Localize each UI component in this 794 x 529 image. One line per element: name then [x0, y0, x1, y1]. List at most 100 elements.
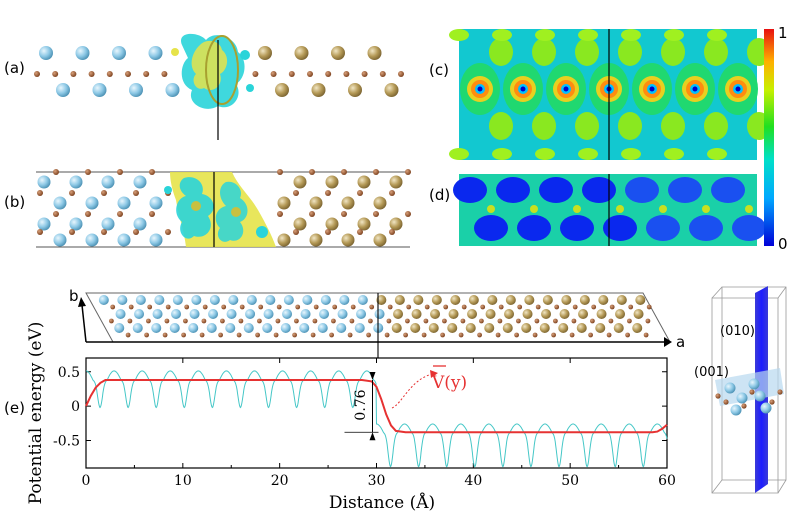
- small-atom: [149, 169, 155, 175]
- colorbar-min-label: 0: [778, 235, 788, 253]
- small-atom: [387, 304, 393, 310]
- small-atom: [275, 318, 281, 324]
- density-hole: [689, 215, 723, 241]
- small-atom: [53, 211, 59, 217]
- small-atom: [101, 229, 107, 235]
- small-atom: [514, 332, 519, 338]
- small-atom: [221, 304, 227, 310]
- small-atom: [553, 318, 558, 324]
- blue-atom: [165, 83, 180, 97]
- gold-atom: [311, 83, 326, 97]
- inset-3d: (010) (001): [694, 286, 787, 494]
- gold-atom: [428, 323, 439, 333]
- gold-atom: [411, 309, 422, 319]
- blue-atom: [169, 323, 180, 333]
- small-atom: [109, 318, 114, 324]
- gold-atom: [502, 323, 513, 333]
- small-atom: [379, 71, 386, 77]
- panel-a: (a): [4, 33, 404, 140]
- small-atom: [147, 304, 153, 310]
- gold-atom: [579, 295, 590, 305]
- blue-atom: [117, 233, 131, 247]
- panel-e: 0 10 20 30 40 50 60 -0.5 0 0.5 0.76 V(y) Distance…: [4, 322, 676, 513]
- colorbar: 1 0: [764, 24, 788, 253]
- small-atom: [777, 389, 783, 395]
- density-hole: [668, 177, 702, 203]
- density-blob: [535, 29, 555, 41]
- small-atom: [329, 332, 334, 338]
- gold-atom: [485, 309, 496, 319]
- small-atom: [591, 304, 597, 310]
- small-atom: [69, 229, 75, 235]
- small-atom: [37, 190, 43, 196]
- density-blob: [532, 112, 556, 140]
- small-atom: [366, 332, 371, 338]
- density-blob: [704, 112, 728, 140]
- panel-label-b: (b): [4, 193, 25, 211]
- small-atom: [347, 332, 353, 338]
- blue-atom: [53, 233, 67, 247]
- gold-atom: [293, 217, 307, 231]
- blue-atom: [134, 309, 145, 319]
- blue-atom: [356, 309, 367, 319]
- small-atom: [164, 318, 170, 324]
- density-blob: [575, 112, 599, 140]
- density-blob: [618, 112, 642, 140]
- small-atom: [88, 71, 95, 77]
- gold-atom: [384, 83, 399, 97]
- density-blob: [707, 29, 727, 41]
- density-hole: [582, 177, 616, 203]
- small-atom: [110, 304, 116, 310]
- small-atom: [310, 332, 316, 338]
- gold-atom: [487, 295, 498, 305]
- small-atom: [325, 71, 332, 77]
- plot-series: [85, 370, 668, 468]
- small-atom: [341, 211, 347, 217]
- gold-atom: [613, 323, 624, 333]
- small-atom: [143, 71, 150, 77]
- blue-atom: [115, 309, 126, 319]
- small-atom: [389, 229, 395, 235]
- small-atom: [609, 304, 615, 310]
- gold-atom: [561, 295, 572, 305]
- gold-atom: [430, 309, 441, 319]
- blue-atom: [114, 323, 125, 333]
- blue-atom: [320, 295, 331, 305]
- gold-atom: [467, 309, 478, 319]
- density-blob: [492, 148, 512, 160]
- blue-atom: [53, 196, 67, 210]
- small-atom: [52, 71, 59, 77]
- small-atom: [293, 229, 299, 235]
- panel-b-atoms: [37, 169, 411, 247]
- panel-label-e: (e): [4, 399, 25, 417]
- density-bridge: [487, 205, 495, 213]
- small-atom: [498, 304, 504, 310]
- small-atom: [357, 229, 363, 235]
- small-atom: [398, 71, 404, 77]
- small-atom: [405, 318, 410, 324]
- small-atom: [749, 389, 755, 395]
- small-atom: [277, 211, 283, 217]
- gold-atom: [576, 323, 587, 333]
- small-atom: [423, 318, 429, 324]
- density-core: [649, 86, 655, 92]
- small-atom: [117, 211, 123, 217]
- b-axis-arrow: [78, 297, 86, 307]
- panel-d-density-map: [453, 177, 766, 241]
- small-atom: [373, 211, 379, 217]
- small-atom: [257, 318, 262, 324]
- small-atom: [477, 332, 482, 338]
- blue-atom: [112, 46, 126, 60]
- blue-atom: [226, 309, 237, 319]
- inset-atoms: [715, 378, 783, 416]
- blue-atom: [75, 46, 90, 60]
- small-atom: [421, 332, 427, 338]
- small-atom: [458, 332, 464, 338]
- small-atom: [85, 211, 91, 217]
- small-atom: [343, 71, 350, 77]
- plane-010-label: (010): [720, 324, 755, 339]
- density-core: [563, 86, 569, 92]
- blue-atom: [209, 295, 220, 305]
- density-bridge: [745, 205, 753, 213]
- small-atom: [517, 304, 523, 310]
